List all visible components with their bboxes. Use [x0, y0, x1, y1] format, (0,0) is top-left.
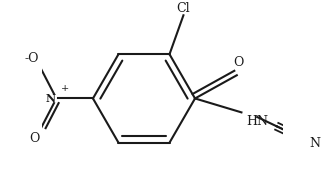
Text: N: N — [46, 93, 56, 104]
Text: N: N — [309, 137, 320, 150]
Text: HN: HN — [246, 115, 268, 128]
Text: -O: -O — [25, 52, 39, 65]
Text: O: O — [234, 56, 244, 69]
Text: +: + — [62, 84, 70, 93]
Text: Cl: Cl — [177, 2, 190, 15]
Text: O: O — [29, 132, 39, 145]
